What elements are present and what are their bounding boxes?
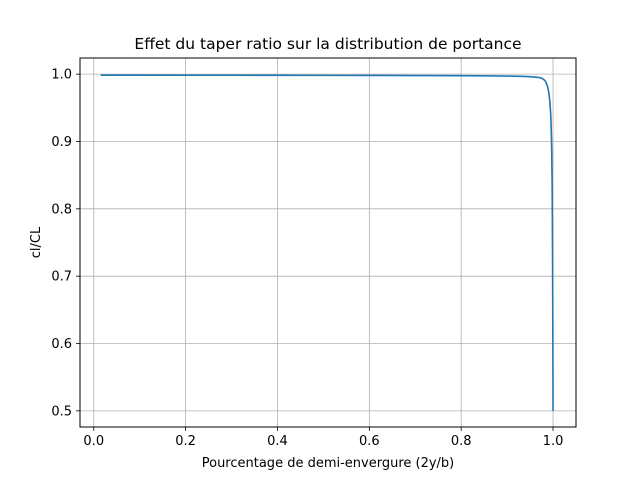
chart-title: Effet du taper ratio sur la distribution… (134, 35, 521, 53)
plot-frame (79, 57, 577, 428)
y-tick-label: 0.8 (51, 202, 72, 217)
y-tick-label: 0.5 (51, 404, 72, 419)
y-axis-label: cl/CL (29, 226, 44, 258)
x-tick-label: 0.6 (359, 434, 380, 449)
y-tick-label: 1.0 (51, 68, 72, 83)
x-axis: 0.0 0.2 0.4 0.6 0.8 1.0 (83, 427, 563, 449)
y-tick-label: 0.9 (51, 135, 72, 150)
x-axis-label: Pourcentage de demi-envergure (2y/b) (202, 456, 455, 471)
y-axis: 0.5 0.6 0.7 0.8 0.9 1.0 (51, 68, 80, 419)
x-tick-label: 0.4 (267, 434, 288, 449)
y-tick-label: 0.7 (51, 270, 72, 285)
x-tick-label: 0.0 (83, 434, 104, 449)
y-tick-label: 0.6 (51, 337, 72, 352)
x-tick-label: 0.8 (451, 434, 472, 449)
series-layer (100, 74, 554, 411)
series-line (100, 74, 554, 411)
x-tick-label: 1.0 (543, 434, 564, 449)
x-tick-label: 0.2 (175, 434, 196, 449)
